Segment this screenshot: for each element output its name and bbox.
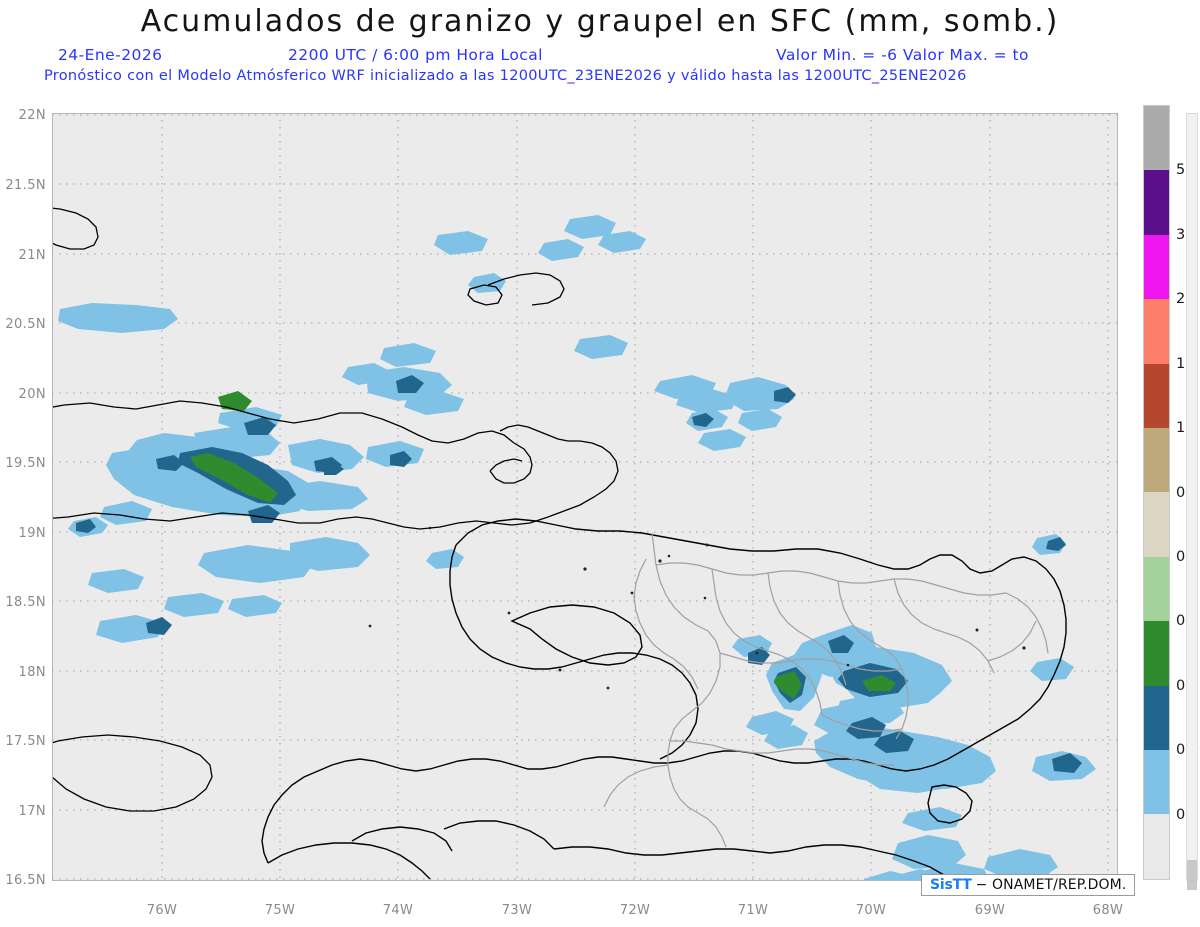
source-logo: SisTT − ONAMET/REP.DOM.	[921, 874, 1136, 896]
x-axis-label-8: 68W	[1092, 903, 1124, 918]
page-title: Acumulados de granizo y graupel en SFC (…	[140, 4, 1060, 39]
x-axis-label-4: 72W	[619, 903, 651, 918]
model-info-text: Pronóstico con el Modelo Atmósferico WRF…	[44, 68, 967, 84]
colorbar-segment-11	[1144, 814, 1169, 879]
x-axis-label-3: 73W	[501, 903, 533, 918]
scrollbar-track[interactable]	[1186, 113, 1198, 881]
y-axis-label-9: 17.5N	[5, 734, 46, 749]
y-axis-label-5: 19.5N	[5, 456, 46, 471]
colorbar-tick-5: 5	[1176, 162, 1186, 179]
province-borders	[603, 532, 1049, 848]
graticule-grid	[52, 113, 1118, 881]
precip-shading-level-0	[58, 215, 1096, 881]
coastline-jamaica	[52, 734, 213, 812]
coastline-cuba	[52, 207, 619, 530]
y-axis-label-1: 21.5N	[5, 178, 46, 193]
x-axis-label-0: 76W	[146, 903, 178, 918]
x-axis-label-5: 71W	[737, 903, 769, 918]
forecast-date: 24-Ene-2026	[58, 46, 163, 64]
value-range-text: Valor Min. = -6 Valor Max. = to	[776, 46, 1029, 64]
y-axis-label-11: 16.5N	[5, 873, 46, 888]
y-axis-label-10: 17N	[18, 804, 46, 819]
colorbar-segment-5	[1144, 428, 1169, 493]
logo-institution: − ONAMET/REP.DOM.	[975, 877, 1127, 893]
forecast-time: 2200 UTC / 6:00 pm Hora Local	[288, 46, 543, 64]
colorbar-segment-6	[1144, 492, 1169, 557]
colorbar-segment-8	[1144, 621, 1169, 686]
y-axis-label-2: 21N	[18, 248, 46, 263]
colorbar-segment-10	[1144, 750, 1169, 815]
y-axis-label-0: 22N	[18, 108, 46, 123]
y-axis-label-4: 20N	[18, 387, 46, 402]
x-axis-label-1: 75W	[264, 903, 296, 918]
y-axis-label-7: 18.5N	[5, 595, 46, 610]
map-svg	[52, 113, 1118, 881]
scatter-dots	[368, 526, 1026, 690]
x-axis-label-6: 70W	[855, 903, 887, 918]
x-axis-label-2: 74W	[382, 903, 414, 918]
colorbar-segment-3	[1144, 299, 1169, 364]
colorbar-segment-1	[1144, 170, 1169, 235]
map-plot-area[interactable]	[52, 113, 1118, 881]
colorbar-segment-0	[1144, 106, 1169, 171]
y-axis-label-3: 20.5N	[5, 317, 46, 332]
scrollbar-thumb[interactable]	[1187, 860, 1197, 890]
y-axis-label-8: 18N	[18, 665, 46, 680]
precip-shading-level-2	[190, 391, 896, 699]
colorbar-segment-7	[1144, 556, 1169, 622]
colorbar-segment-9	[1144, 685, 1169, 751]
colorbar-tick-2: 2	[1176, 291, 1186, 308]
colorbar[interactable]	[1143, 105, 1170, 880]
x-axis-label-7: 69W	[974, 903, 1006, 918]
y-axis-label-6: 19N	[18, 526, 46, 541]
colorbar-segment-4	[1144, 363, 1169, 429]
coastline-hispaniola	[261, 518, 1067, 881]
logo-brand: SisTT	[930, 877, 972, 893]
colorbar-segment-2	[1144, 234, 1169, 300]
colorbar-tick-0: 0	[1176, 806, 1186, 823]
